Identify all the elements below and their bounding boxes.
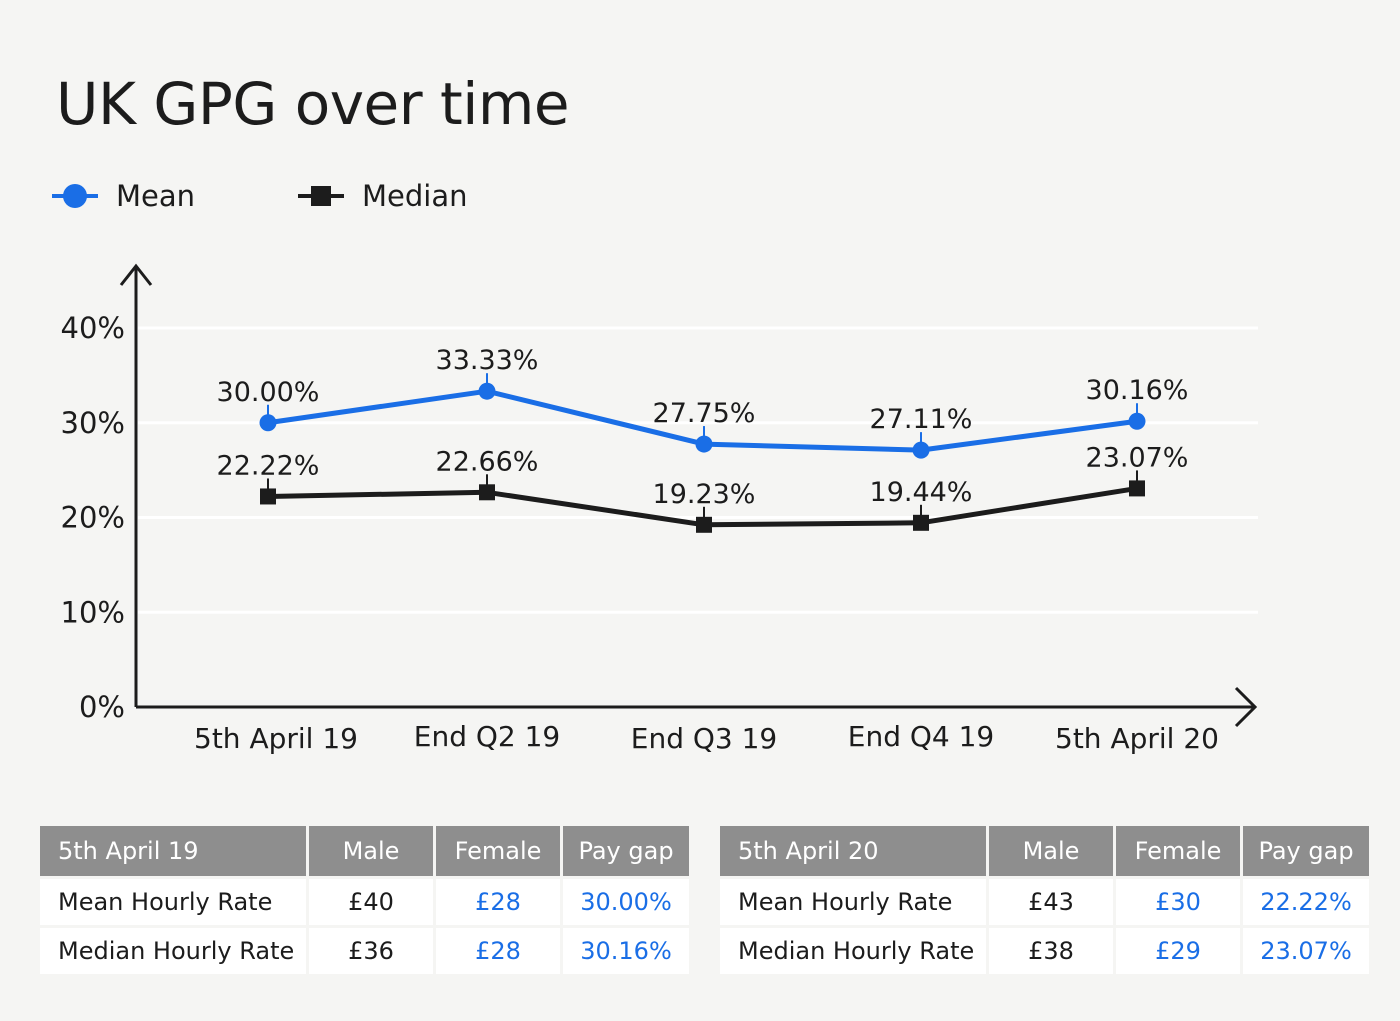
median-data-label: 19.44% (870, 477, 973, 508)
row-label: Median Hourly Rate (40, 925, 309, 974)
table-header-pay-gap: Pay gap (563, 826, 689, 876)
legend-mean-label: Mean (116, 179, 196, 213)
female-value: £30 (1116, 876, 1243, 925)
line-chart: 0% 10% 20% 30% 40% 5th April 19 End Q2 19 End Q… (61, 263, 1258, 755)
mean-data-label: 30.00% (217, 377, 320, 408)
pay-tables: 5th April 19 Male Female Pay gap Mean Ho… (40, 826, 1370, 978)
table-header-date: 5th April 20 (720, 826, 989, 876)
table-header-male: Male (989, 826, 1116, 876)
x-tick-label: End Q2 19 (414, 720, 561, 753)
median-point (913, 514, 929, 531)
pay-gap-value: 30.00% (563, 876, 689, 925)
male-value: £38 (989, 925, 1116, 974)
pay-table-2019: 5th April 19 Male Female Pay gap Mean Ho… (40, 826, 689, 974)
pay-table-2020: 5th April 20 Male Female Pay gap Mean Ho… (720, 826, 1369, 974)
male-value: £40 (309, 876, 436, 925)
table-header-pay-gap: Pay gap (1243, 826, 1369, 876)
female-value: £28 (436, 925, 563, 974)
y-axis-arrow-icon (119, 263, 153, 286)
table-row: Mean Hourly Rate £43 £30 22.22% (720, 876, 1369, 925)
y-tick-label: 0% (79, 690, 125, 724)
row-label: Mean Hourly Rate (720, 876, 989, 925)
legend-median-label: Median (362, 179, 468, 213)
female-value: £28 (436, 876, 563, 925)
median-data-label: 22.22% (217, 450, 320, 481)
pay-gap-value: 30.16% (563, 925, 689, 974)
y-tick-label: 30% (61, 406, 125, 440)
table-header-male: Male (309, 826, 436, 876)
mean-data-label: 30.16% (1086, 375, 1189, 406)
table-row: Median Hourly Rate £38 £29 23.07% (720, 925, 1369, 974)
mean-point (478, 382, 496, 400)
pay-gap-value: 22.22% (1243, 876, 1369, 925)
median-data-label: 22.66% (436, 446, 539, 477)
median-point (260, 488, 276, 505)
legend-item-mean[interactable]: Mean (52, 176, 195, 216)
y-tick-label: 20% (61, 501, 125, 535)
mean-point (912, 441, 930, 459)
pay-gap-value: 23.07% (1243, 925, 1369, 974)
y-tick-label: 40% (61, 311, 125, 345)
median-data-label: 23.07% (1086, 442, 1189, 473)
male-value: £43 (989, 876, 1116, 925)
mean-data-label: 27.75% (653, 398, 756, 429)
legend-median-marker-icon (298, 186, 344, 206)
legend-mean-marker-icon (52, 184, 98, 208)
row-label: Median Hourly Rate (720, 925, 989, 974)
male-value: £36 (309, 925, 436, 974)
row-label: Mean Hourly Rate (40, 876, 309, 925)
x-axis-arrow-icon (1234, 686, 1258, 728)
table-row: Mean Hourly Rate £40 £28 30.00% (40, 876, 689, 925)
median-point (696, 516, 712, 533)
mean-point (1128, 412, 1146, 430)
mean-point (259, 414, 277, 432)
female-value: £29 (1116, 925, 1243, 974)
median-point (1129, 480, 1145, 497)
median-point (479, 484, 495, 501)
chart-legend: Mean Median (52, 176, 552, 216)
y-tick-label: 10% (61, 595, 125, 629)
mean-point (695, 435, 713, 453)
x-tick-label: End Q3 19 (631, 722, 778, 755)
x-tick-label: End Q4 19 (848, 720, 995, 753)
table-header-female: Female (436, 826, 563, 876)
table-row: Median Hourly Rate £36 £28 30.16% (40, 925, 689, 974)
table-header-female: Female (1116, 826, 1243, 876)
x-tick-label: 5th April 19 (194, 722, 358, 755)
mean-data-label: 27.11% (870, 404, 973, 435)
table-header-date: 5th April 19 (40, 826, 309, 876)
x-tick-label: 5th April 20 (1055, 722, 1219, 755)
median-data-label: 19.23% (653, 479, 756, 510)
legend-item-median[interactable]: Median (298, 176, 467, 216)
mean-data-label: 33.33% (436, 345, 539, 376)
chart-title: UK GPG over time (56, 70, 570, 138)
